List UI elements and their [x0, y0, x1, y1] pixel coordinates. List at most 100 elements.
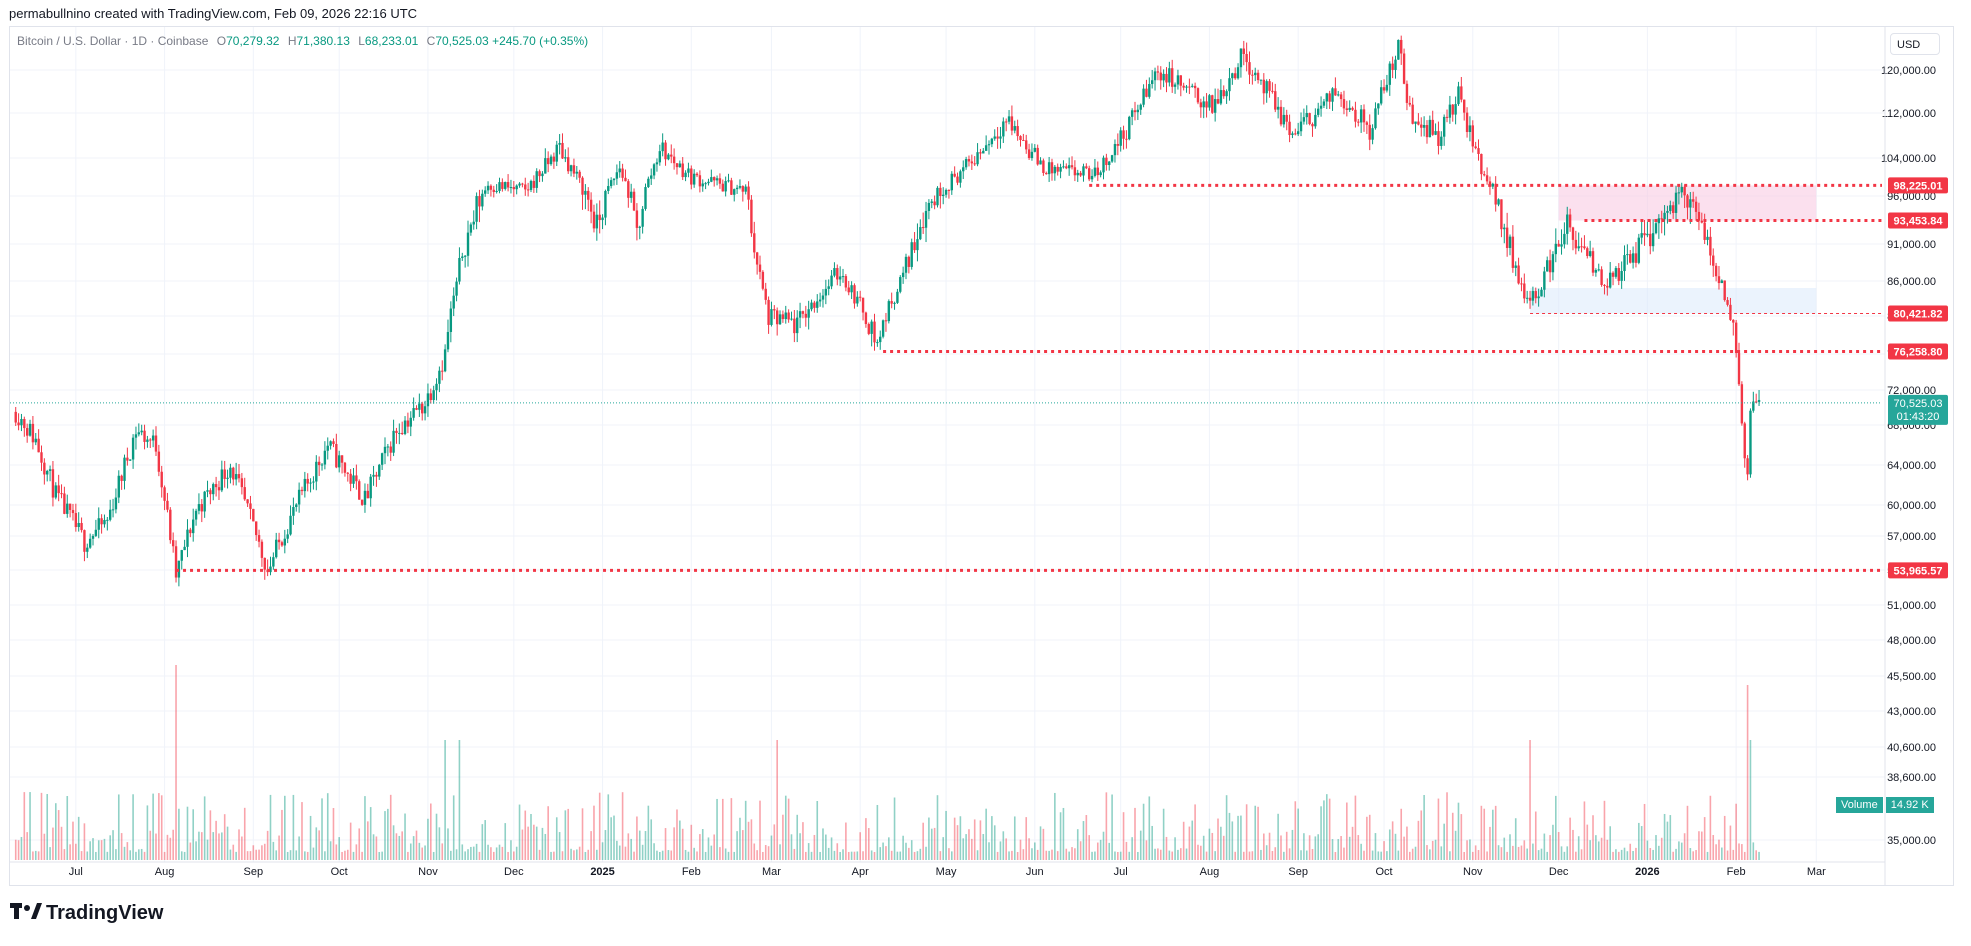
candle-body	[724, 181, 727, 192]
volume-bar	[1755, 850, 1757, 860]
candle-body	[987, 144, 991, 146]
candle-body	[1191, 85, 1194, 87]
candle-body	[947, 189, 951, 191]
y-tick-label: 96,000.00	[1887, 191, 1936, 203]
candle-body	[77, 522, 80, 528]
candle-body	[186, 529, 189, 547]
candle-body	[443, 349, 447, 372]
currency-button[interactable]: USD	[1890, 33, 1940, 55]
candle-body	[392, 430, 395, 453]
volume-bar	[1572, 829, 1574, 860]
volume-bar	[129, 850, 132, 860]
candle-body	[672, 156, 676, 164]
volume-bar	[1211, 832, 1214, 860]
candle-body	[1228, 78, 1231, 92]
volume-bar	[1154, 848, 1156, 860]
volume-bar	[870, 850, 873, 860]
candle-body	[1099, 172, 1102, 176]
volume-bar	[243, 807, 246, 860]
volume-bar	[805, 851, 807, 860]
volume-bar	[1683, 833, 1686, 860]
candle-body	[1754, 401, 1758, 403]
candle-body	[1734, 322, 1738, 354]
volume-bar	[1431, 840, 1434, 860]
volume-bar	[1214, 851, 1216, 860]
volume-bar	[1051, 849, 1053, 860]
candle-body	[655, 162, 659, 165]
volume-bar	[810, 851, 813, 860]
candle-body	[1213, 99, 1217, 113]
volume-bar	[23, 792, 26, 860]
chart-frame[interactable]	[9, 26, 1954, 886]
candle-body	[1110, 155, 1114, 162]
volume-bar	[1512, 845, 1514, 860]
candle-body	[1689, 199, 1692, 208]
candle-body	[1631, 253, 1635, 263]
candle-body	[1045, 172, 1048, 175]
volume-bar	[973, 819, 976, 860]
candle-body	[88, 538, 92, 548]
candle-body	[1254, 72, 1257, 76]
candle-body	[913, 242, 916, 251]
candle-body	[1400, 39, 1403, 54]
volume-bar	[138, 849, 140, 860]
volume-bar	[1626, 851, 1629, 860]
volume-bar	[1429, 849, 1431, 860]
volume-bar	[1695, 849, 1697, 860]
volume-bar	[1248, 851, 1251, 860]
volume-bar	[178, 808, 180, 860]
volume-bar	[1391, 821, 1394, 860]
volume-bar	[553, 851, 555, 860]
candle-body	[1036, 147, 1039, 165]
candle-body	[1422, 125, 1426, 128]
candle-body	[1122, 130, 1125, 139]
volume-bar	[1268, 832, 1271, 860]
volume-bar	[744, 800, 747, 860]
volume-bar	[355, 844, 358, 860]
volume-bar	[258, 849, 260, 860]
candle-body	[959, 171, 962, 183]
change-value: +245.70 (+0.35%)	[492, 34, 589, 48]
candle-body	[1002, 121, 1005, 137]
volume-bar	[790, 834, 793, 860]
candle-body	[472, 221, 475, 225]
volume-bar	[1234, 851, 1236, 860]
candle-body	[824, 288, 828, 296]
volume-bar	[867, 828, 870, 860]
volume-bar	[252, 845, 255, 860]
volume-bar	[175, 665, 177, 860]
volume-bar	[361, 851, 363, 860]
volume-bar	[1397, 850, 1400, 860]
volume-bar	[1174, 837, 1176, 860]
volume-bar	[618, 845, 621, 860]
volume-bar	[939, 851, 942, 860]
volume-value: 14.92 K	[1885, 797, 1934, 813]
price-level-tag	[1888, 343, 1948, 360]
volume-bar	[1552, 824, 1554, 860]
volume-bar	[66, 796, 69, 860]
candle-body	[329, 441, 332, 446]
symbol-legend: Bitcoin / U.S. Dollar · 1D · Coinbase O7…	[17, 34, 588, 48]
volume-bar	[1011, 850, 1013, 860]
candle-body	[1643, 233, 1646, 236]
volume-bar	[650, 819, 653, 860]
volume-bar	[1366, 816, 1368, 860]
volume-bar	[490, 847, 492, 860]
volume-bar	[1079, 841, 1082, 860]
candle-body	[1108, 161, 1111, 165]
candle-body	[850, 285, 853, 293]
price-level-label: 93,453.84	[1894, 215, 1944, 227]
candle-body	[816, 301, 819, 308]
volume-bar	[135, 851, 137, 860]
tradingview-brand[interactable]: TradingView	[10, 902, 163, 925]
candle-body	[429, 393, 433, 401]
volume-bar	[1071, 847, 1073, 860]
y-tick-label: 104,000.00	[1881, 153, 1936, 165]
candle-body	[1651, 233, 1655, 247]
candle-body	[97, 518, 100, 530]
volume-bar	[189, 842, 192, 860]
candle-body	[1056, 166, 1059, 172]
volume-bar	[922, 822, 924, 860]
volume-bar	[186, 806, 189, 860]
